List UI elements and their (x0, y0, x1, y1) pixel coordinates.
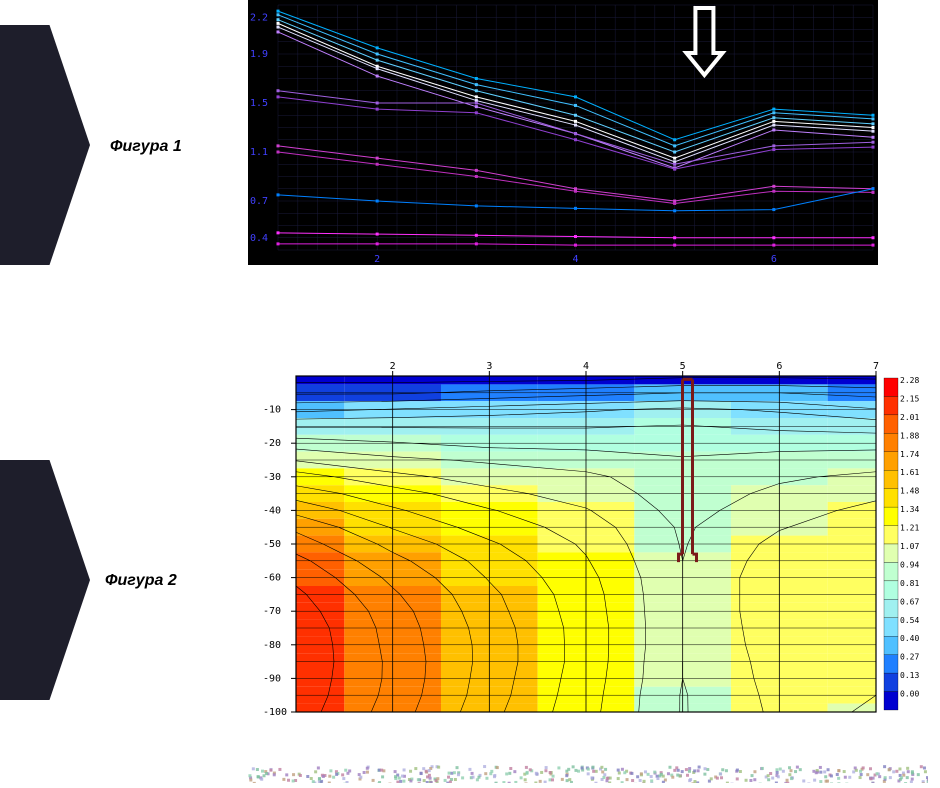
arrow-label-bg-1 (0, 25, 90, 265)
svg-text:-10: -10 (263, 405, 281, 416)
svg-text:1.61: 1.61 (900, 468, 919, 477)
svg-text:0.27: 0.27 (900, 653, 919, 662)
svg-text:2.01: 2.01 (900, 413, 919, 422)
svg-text:2: 2 (374, 254, 380, 265)
svg-text:0.54: 0.54 (900, 616, 919, 625)
svg-text:1.48: 1.48 (900, 487, 919, 496)
svg-text:4: 4 (573, 254, 579, 265)
svg-text:0.13: 0.13 (900, 671, 919, 680)
svg-text:-100: -100 (263, 707, 287, 718)
svg-text:0.40: 0.40 (900, 634, 919, 643)
svg-text:1.74: 1.74 (900, 450, 919, 459)
svg-text:1.5: 1.5 (250, 98, 268, 109)
svg-text:1.9: 1.9 (250, 49, 268, 60)
svg-text:1.88: 1.88 (900, 431, 919, 440)
arrow-label-bg-2 (0, 460, 90, 700)
line-chart: 0.4 0.7 1.1 1.5 1.9 2.2 2 4 6 (248, 0, 878, 265)
svg-text:6: 6 (771, 254, 777, 265)
svg-text:5: 5 (680, 361, 686, 372)
svg-text:-40: -40 (263, 505, 281, 516)
svg-text:2.15: 2.15 (900, 394, 919, 403)
svg-text:2.28: 2.28 (900, 376, 919, 385)
svg-text:-70: -70 (263, 606, 281, 617)
svg-text:0.00: 0.00 (900, 690, 919, 699)
svg-text:2.2: 2.2 (250, 12, 268, 23)
svg-text:0.94: 0.94 (900, 560, 919, 569)
svg-text:-90: -90 (263, 673, 281, 684)
svg-text:0.81: 0.81 (900, 579, 919, 588)
svg-text:2: 2 (390, 361, 396, 372)
svg-text:-50: -50 (263, 539, 281, 550)
svg-text:0.67: 0.67 (900, 597, 919, 606)
svg-text:0.7: 0.7 (250, 196, 268, 207)
svg-text:3: 3 (486, 361, 492, 372)
svg-text:4: 4 (583, 361, 589, 372)
svg-text:-60: -60 (263, 573, 281, 584)
svg-text:-30: -30 (263, 472, 281, 483)
noise-strip (248, 765, 928, 783)
svg-text:7: 7 (873, 361, 879, 372)
svg-text:1.07: 1.07 (900, 542, 919, 551)
contour-heatmap: 2 3 4 5 6 7 -10 -20 -30 -40 -50 -60 -70 -80 -90 -100 2.2… (248, 358, 928, 718)
svg-text:-20: -20 (263, 438, 281, 449)
svg-text:6: 6 (776, 361, 782, 372)
svg-text:1.1: 1.1 (250, 147, 268, 158)
svg-text:0.4: 0.4 (250, 233, 268, 244)
svg-text:-80: -80 (263, 640, 281, 651)
svg-text:1.34: 1.34 (900, 505, 919, 514)
figure-1-label: Фигура 1 (110, 138, 182, 156)
svg-text:1.21: 1.21 (900, 524, 919, 533)
figure-2-label: Фигура 2 (105, 572, 177, 590)
